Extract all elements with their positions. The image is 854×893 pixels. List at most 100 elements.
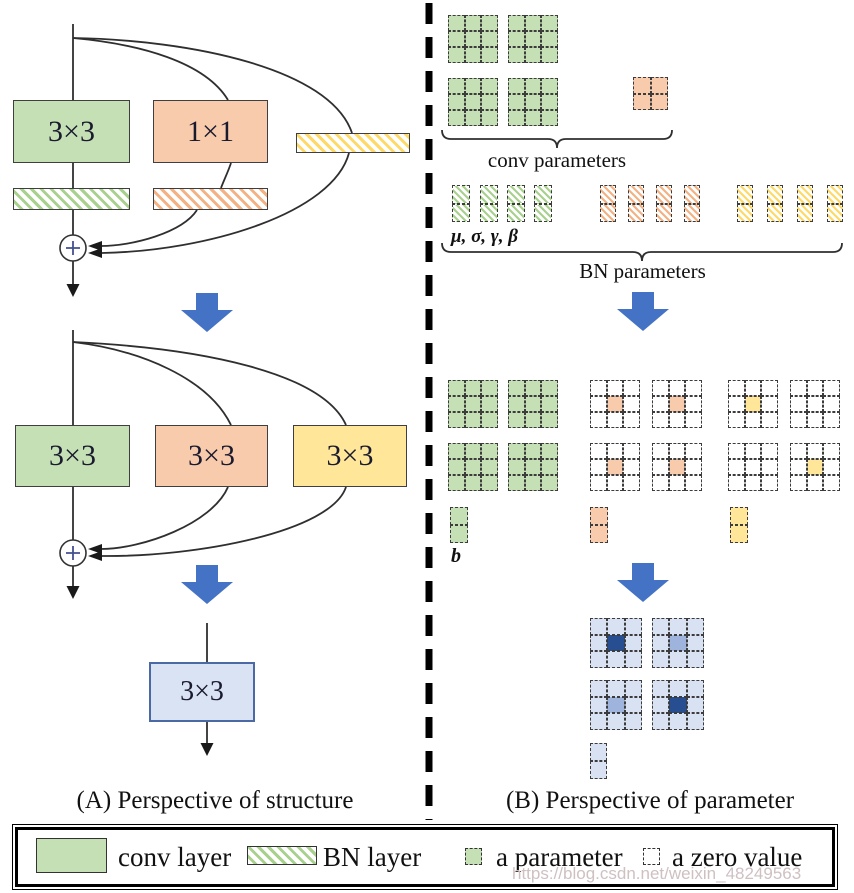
- zero-cell: [606, 475, 624, 491]
- zero-cell: [668, 443, 686, 459]
- transform-arrow-right-2: [617, 563, 669, 602]
- zero-cell: [728, 396, 745, 412]
- zero-cell: [652, 475, 669, 491]
- param-cell: [606, 396, 624, 412]
- param-cell: [464, 380, 482, 396]
- param-cell: [464, 412, 482, 428]
- param-cell: [656, 203, 672, 222]
- param-cell: [590, 743, 607, 761]
- bn-param-vector-yellow: [767, 185, 783, 222]
- param-cell: [481, 396, 498, 412]
- param-cell: [590, 634, 608, 652]
- param-cell: [607, 651, 625, 668]
- param-cell: [524, 475, 542, 491]
- equivalent-kernel-grid-green: [508, 443, 558, 491]
- param-cell: [744, 396, 762, 412]
- param-cell: [464, 78, 482, 94]
- param-cell: [448, 15, 465, 31]
- zero-cell: [606, 412, 624, 428]
- zero-cell: [790, 459, 807, 475]
- bn-param-vector-yellow: [797, 185, 813, 222]
- equivalent-kernel-grid-green: [448, 443, 498, 491]
- param-cell: [737, 203, 753, 222]
- fused-label-2: 3×3: [188, 439, 235, 472]
- param-cell: [650, 77, 668, 94]
- bias-label: b: [451, 545, 461, 567]
- zero-cell: [652, 443, 669, 459]
- zero-cell: [590, 443, 607, 459]
- param-cell: [541, 78, 558, 94]
- param-cell: [524, 396, 542, 412]
- zero-cell: [823, 443, 840, 459]
- conv3x3-box-final: 3×3: [149, 662, 255, 722]
- param-cell: [534, 203, 552, 222]
- zero-cell: [728, 459, 745, 475]
- bias-vector-orange: [590, 507, 608, 543]
- param-cell: [541, 412, 558, 428]
- param-cell: [668, 396, 686, 412]
- param-cell: [524, 443, 542, 459]
- param-cell: [541, 94, 558, 110]
- param-cell: [507, 203, 525, 222]
- zero-cell: [744, 380, 762, 396]
- equivalent-kernel-grid-yellow: [728, 443, 778, 491]
- param-cell: [669, 680, 687, 697]
- param-cell: [590, 761, 607, 779]
- equivalent-kernel-grid-orange: [652, 380, 702, 428]
- param-cell: [652, 618, 670, 635]
- param-cell: [464, 47, 482, 63]
- param-cell: [668, 459, 686, 475]
- param-cell: [767, 185, 783, 204]
- param-cell: [508, 475, 525, 491]
- param-cell: [669, 651, 687, 668]
- param-cell: [524, 412, 542, 428]
- add-node-2: [59, 539, 87, 567]
- branch-to-identity: [72, 37, 353, 134]
- param-cell: [652, 634, 670, 652]
- param-cell: [607, 713, 625, 730]
- zero-cell: [744, 459, 762, 475]
- bn-parameters-label: BN parameters: [579, 259, 706, 283]
- conv3x3-box-train: 3×3: [13, 100, 130, 163]
- zero-cell: [590, 380, 607, 396]
- equivalent-kernel-grid-green: [448, 380, 498, 428]
- zero-cell: [761, 412, 778, 428]
- param-cell: [541, 475, 558, 491]
- zero-cell: [606, 443, 624, 459]
- bn-param-vector-green: [507, 185, 525, 222]
- zero-cell: [685, 443, 702, 459]
- param-cell: [481, 459, 498, 475]
- param-cell: [633, 77, 651, 94]
- arrowhead-identity: [88, 248, 102, 258]
- param-cell: [448, 31, 465, 47]
- fused-label-1: 3×3: [49, 439, 96, 472]
- param-cell: [767, 203, 783, 222]
- add-node-1: [59, 234, 87, 262]
- param-cell: [684, 203, 700, 222]
- param-cell: [686, 696, 704, 714]
- param-cell: [590, 618, 608, 635]
- equivalent-kernel-grid-yellow: [790, 380, 840, 428]
- conv3x3-box-fused-green: 3×3: [15, 425, 130, 487]
- zero-cell: [668, 412, 686, 428]
- bn-stats-label: μ, σ, γ, β: [451, 226, 518, 247]
- zero-cell: [790, 380, 807, 396]
- equivalent-kernel-grid-yellow: [728, 380, 778, 428]
- arrowhead-bn1x1: [88, 241, 102, 251]
- param-cell: [452, 203, 470, 222]
- zero-cell: [685, 380, 702, 396]
- conv3x3-box-fused-yellow: 3×3: [293, 425, 407, 487]
- zero-cell: [668, 475, 686, 491]
- zero-cell: [761, 396, 778, 412]
- param-cell: [541, 15, 558, 31]
- zero-cell: [744, 412, 762, 428]
- conv1x1-box-train: 1×1: [153, 100, 268, 163]
- conv-layer-swatch: [36, 838, 107, 873]
- param-cell: [628, 203, 644, 222]
- param-cell: [628, 185, 644, 204]
- param-cell: [508, 443, 525, 459]
- conv3x3-kernel-grid: [508, 78, 558, 126]
- param-cell: [464, 31, 482, 47]
- param-cell: [524, 94, 542, 110]
